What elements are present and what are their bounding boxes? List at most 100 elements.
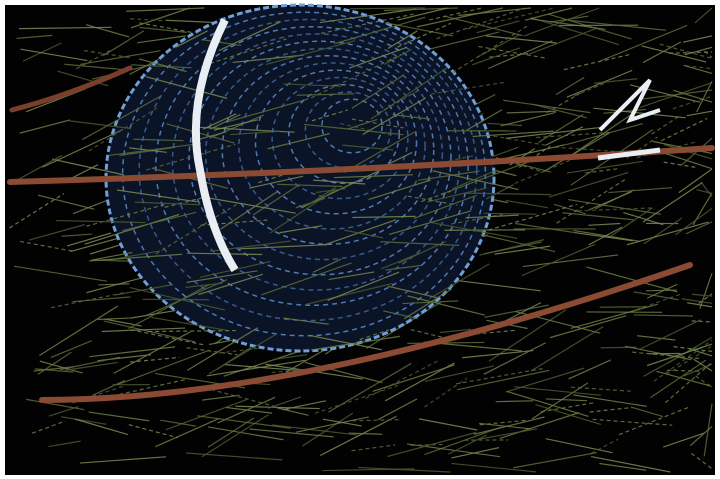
pine-needle	[573, 229, 641, 243]
pine-needle	[227, 98, 309, 123]
pine-needle	[481, 203, 578, 233]
pine-needle	[322, 468, 415, 472]
pine-needle	[402, 300, 459, 305]
pine-needle	[37, 194, 95, 210]
pine-needle	[115, 284, 173, 296]
pine-needle	[267, 396, 302, 409]
pine-needle	[51, 158, 125, 176]
pine-needle	[518, 145, 551, 168]
ornament-stitch	[121, 11, 487, 337]
pine-needle	[647, 283, 678, 299]
pine-needle	[429, 7, 483, 21]
pine-needle	[138, 58, 187, 73]
pine-needle	[456, 369, 550, 391]
pine-needle	[495, 400, 534, 403]
pine-needle	[549, 315, 627, 339]
pine-needle	[277, 183, 343, 188]
pine-needle	[129, 356, 180, 363]
pine-needle	[319, 415, 397, 456]
pine-needle	[530, 18, 606, 30]
pine-needle	[675, 207, 713, 236]
pine-needle	[130, 64, 192, 69]
pine-needle	[472, 130, 554, 138]
pine-needle	[588, 222, 621, 226]
pine-needle	[506, 390, 589, 418]
pine-needle	[691, 452, 713, 470]
pine-needle	[89, 253, 183, 262]
pine-needle	[295, 416, 369, 433]
pine-needle	[352, 215, 416, 219]
pine-needle	[84, 213, 180, 245]
pine-needle	[565, 122, 644, 146]
pine-needle	[304, 123, 404, 136]
pine-needle	[514, 386, 601, 396]
pine-needle	[642, 182, 703, 223]
pine-needle	[279, 225, 323, 234]
pine-needle	[217, 396, 276, 424]
pine-needle	[531, 103, 587, 119]
pine-needle	[302, 412, 354, 447]
pine-needle	[272, 424, 358, 436]
pine-needle	[239, 244, 328, 250]
pine-needle	[202, 394, 240, 401]
pine-needle	[422, 31, 500, 52]
pine-needle	[686, 110, 713, 117]
pine-needle	[311, 335, 400, 351]
pine-needle	[18, 26, 112, 30]
pine-needle	[220, 191, 278, 230]
pine-needle	[201, 39, 242, 47]
pine-needle	[384, 22, 454, 37]
ornament-stitch	[254, 69, 418, 215]
pine-needle	[108, 142, 202, 157]
pine-needle	[320, 13, 414, 34]
ornament-stitch	[138, 18, 478, 322]
pine-needle	[352, 419, 400, 422]
pine-needle	[16, 34, 53, 39]
pine-needle	[155, 417, 220, 448]
pine-needle	[151, 316, 227, 331]
pine-needle	[328, 271, 375, 281]
pine-needle	[42, 128, 124, 168]
pine-needle	[269, 188, 337, 234]
pine-needle	[315, 187, 346, 194]
pine-needle	[322, 418, 362, 427]
ornament-stitch	[271, 76, 409, 200]
pine-needle	[691, 293, 713, 297]
pine-needle	[707, 383, 713, 388]
pine-needle	[479, 428, 538, 440]
pine-needle	[187, 327, 259, 371]
pine-needle	[424, 426, 502, 456]
pine-needle	[359, 329, 390, 341]
pine-needle	[334, 16, 426, 45]
pine-needle	[397, 22, 451, 48]
pine-needle	[160, 419, 196, 427]
pine-needle	[351, 118, 404, 129]
pine-needle	[547, 13, 632, 40]
pine-needle	[134, 201, 201, 206]
pine-needle	[535, 404, 602, 425]
pine-needle	[50, 340, 92, 358]
pine-needle	[61, 233, 93, 237]
pine-needle	[258, 168, 304, 184]
pine-needle	[372, 364, 455, 392]
pine-needle	[626, 136, 658, 159]
pine-needle	[102, 30, 145, 57]
pine-needle	[129, 286, 225, 311]
pine-needle	[696, 80, 713, 113]
pine-needle	[380, 241, 460, 246]
branch	[9, 65, 133, 113]
pine-needle	[28, 224, 85, 241]
pine-needle	[483, 342, 546, 375]
pine-needle	[113, 331, 191, 374]
pine-needle	[515, 222, 579, 234]
pine-needle	[79, 456, 166, 464]
pine-needle	[19, 119, 71, 134]
pine-needle	[377, 398, 418, 421]
pine-needle	[573, 394, 647, 407]
pine-needle	[119, 146, 176, 157]
pine-needle	[555, 76, 585, 96]
pine-needle	[198, 273, 263, 296]
pine-needle	[80, 50, 161, 66]
pine-needle	[687, 302, 713, 308]
